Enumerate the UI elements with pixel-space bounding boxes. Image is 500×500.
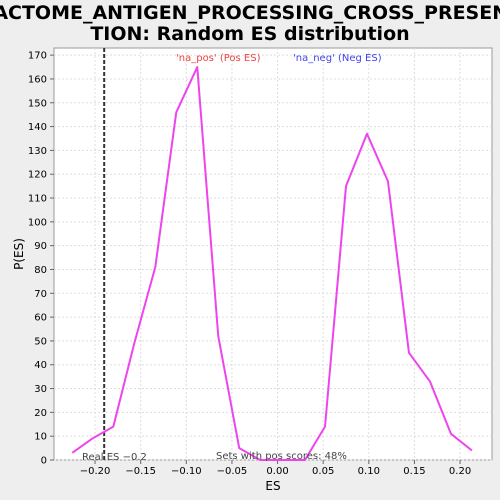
y-tick-label: 50: [34, 336, 47, 347]
y-tick-label: 0: [41, 456, 47, 467]
y-tick-label: 80: [34, 265, 47, 276]
y-axis-label: P(ES): [12, 238, 26, 270]
y-tick-label: 60: [34, 313, 47, 324]
y-tick-label: 160: [28, 74, 47, 85]
x-tick-label: 0.15: [403, 466, 425, 477]
y-tick-label: 170: [28, 51, 47, 62]
y-tick-label: 40: [34, 360, 47, 371]
x-tick-label: −0.10: [171, 466, 202, 477]
y-tick-label: 70: [34, 289, 47, 300]
y-tick-label: 110: [28, 194, 47, 205]
real-es-label: Real ES −0.2: [82, 452, 147, 463]
chart-title-line-1: REACTOME_ANTIGEN_PROCESSING_CROSS_PRESEN…: [0, 2, 500, 24]
x-tick-label: −0.05: [217, 466, 248, 477]
y-tick-label: 30: [34, 384, 47, 395]
x-tick-label: 0.20: [449, 466, 471, 477]
y-tick-label: 130: [28, 146, 47, 157]
x-tick-label: 0.00: [266, 466, 288, 477]
x-tick-label: −0.20: [80, 466, 111, 477]
y-tick-label: 120: [28, 170, 47, 181]
y-tick-label: 150: [28, 98, 47, 109]
legend-pos-es: 'na_pos' (Pos ES): [176, 53, 261, 64]
series-layer: [71, 66, 473, 461]
plot-area: [53, 47, 493, 461]
x-tick-label: 0.05: [312, 466, 334, 477]
legend-neg-es: 'na_neg' (Neg ES): [293, 53, 382, 64]
y-tick-label: 140: [28, 122, 47, 133]
y-tick-label: 90: [34, 241, 47, 252]
y-tick-label: 20: [34, 408, 47, 419]
y-tick-label: 10: [34, 432, 47, 443]
pos-scores-annotation: Sets with pos scores: 48%: [216, 451, 347, 462]
x-tick-label: 0.10: [358, 466, 380, 477]
axis-ticks: −0.20 −0.15 −0.10 −0.05 0.00 0.05 0.10 0.15 0.20…: [28, 51, 471, 477]
x-axis-label: ES: [265, 479, 280, 493]
es-distribution-line: [71, 66, 473, 461]
chart-title-line-2: TION: Random ES distribution: [90, 23, 409, 45]
x-tick-label: −0.15: [125, 466, 156, 477]
grid-lines: [54, 48, 492, 461]
y-tick-label: 100: [28, 217, 47, 228]
